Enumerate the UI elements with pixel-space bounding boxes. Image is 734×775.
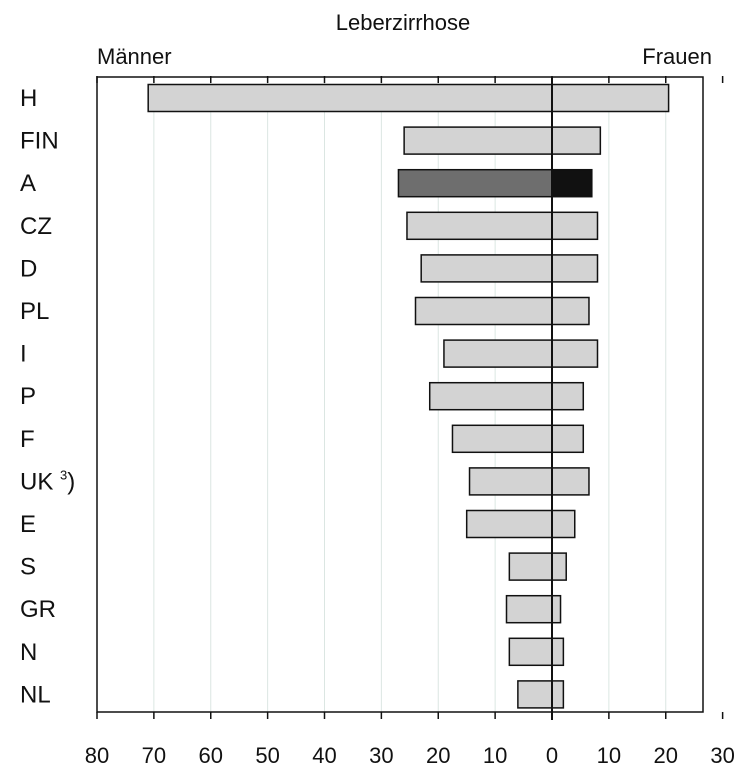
bar-frauen — [551, 168, 593, 198]
left-side-label: Männer — [97, 44, 172, 69]
bar-frauen — [551, 594, 562, 624]
bar-maenner — [414, 296, 553, 326]
bar-maenner — [468, 467, 553, 496]
category-label: GR — [20, 596, 56, 623]
category-label: D — [20, 255, 37, 282]
bar-maenner — [508, 637, 553, 667]
x-tick-label: 30 — [710, 743, 734, 768]
bar-maenner — [420, 254, 553, 283]
bar-frauen — [551, 637, 565, 667]
bar-frauen — [551, 552, 567, 581]
bars — [147, 83, 670, 709]
bar-maenner — [406, 211, 553, 241]
category-label: CZ — [20, 213, 52, 240]
x-tick-label: 80 — [85, 743, 109, 768]
x-tick-label: 70 — [142, 743, 166, 768]
bar-frauen — [551, 254, 599, 283]
bar-frauen — [551, 126, 602, 155]
bar-frauen — [551, 339, 599, 368]
x-tick-label: 0 — [546, 743, 558, 768]
bar-maenner — [403, 126, 553, 155]
category-label: FIN — [20, 128, 59, 155]
category-label: S — [20, 554, 36, 581]
x-tick-label: 20 — [426, 743, 450, 768]
bar-frauen — [551, 467, 590, 496]
bar-maenner — [465, 509, 553, 539]
x-tick-label: 20 — [654, 743, 678, 768]
x-tick-label: 60 — [199, 743, 223, 768]
bar-frauen — [551, 83, 670, 113]
category-label: A — [20, 170, 36, 197]
x-tick-label: 10 — [483, 743, 507, 768]
right-side-label: Frauen — [642, 44, 712, 69]
bar-maenner — [147, 83, 553, 113]
bar-frauen — [551, 509, 576, 539]
bar-frauen — [551, 424, 585, 454]
bar-frauen — [551, 296, 590, 326]
axes — [96, 76, 724, 720]
bar-maenner — [508, 552, 553, 581]
chart-title: Leberzirrhose — [336, 10, 471, 35]
x-tick-label: 40 — [312, 743, 336, 768]
x-tick-label: 30 — [369, 743, 393, 768]
bar-maenner — [517, 680, 553, 709]
bar-frauen — [551, 211, 599, 241]
bar-maenner — [428, 381, 553, 411]
category-labels: H FIN A CZ D PL IPF UK 3) ES GR N NL — [20, 85, 75, 708]
bar-maenner — [443, 339, 553, 368]
x-tick-labels: 80 70 60 50 40 30 20 10 0 10 20 30 — [85, 743, 734, 768]
category-label: F — [20, 426, 35, 453]
category-label: E — [20, 511, 36, 538]
category-label: P — [20, 383, 36, 410]
category-label: I — [20, 341, 27, 368]
plot-frame — [96, 76, 704, 713]
category-label: H — [20, 85, 37, 112]
x-tick-label: 50 — [255, 743, 279, 768]
bar-frauen — [551, 381, 585, 411]
bar-maenner — [451, 424, 553, 454]
category-label: PL — [20, 298, 49, 325]
bar-maenner — [397, 168, 553, 198]
bar-frauen — [551, 680, 565, 709]
category-label: N — [20, 639, 37, 666]
category-label: NL — [20, 681, 51, 708]
bar-maenner — [505, 594, 553, 624]
category-label: UK 3) — [20, 467, 75, 495]
x-tick-label: 10 — [597, 743, 621, 768]
